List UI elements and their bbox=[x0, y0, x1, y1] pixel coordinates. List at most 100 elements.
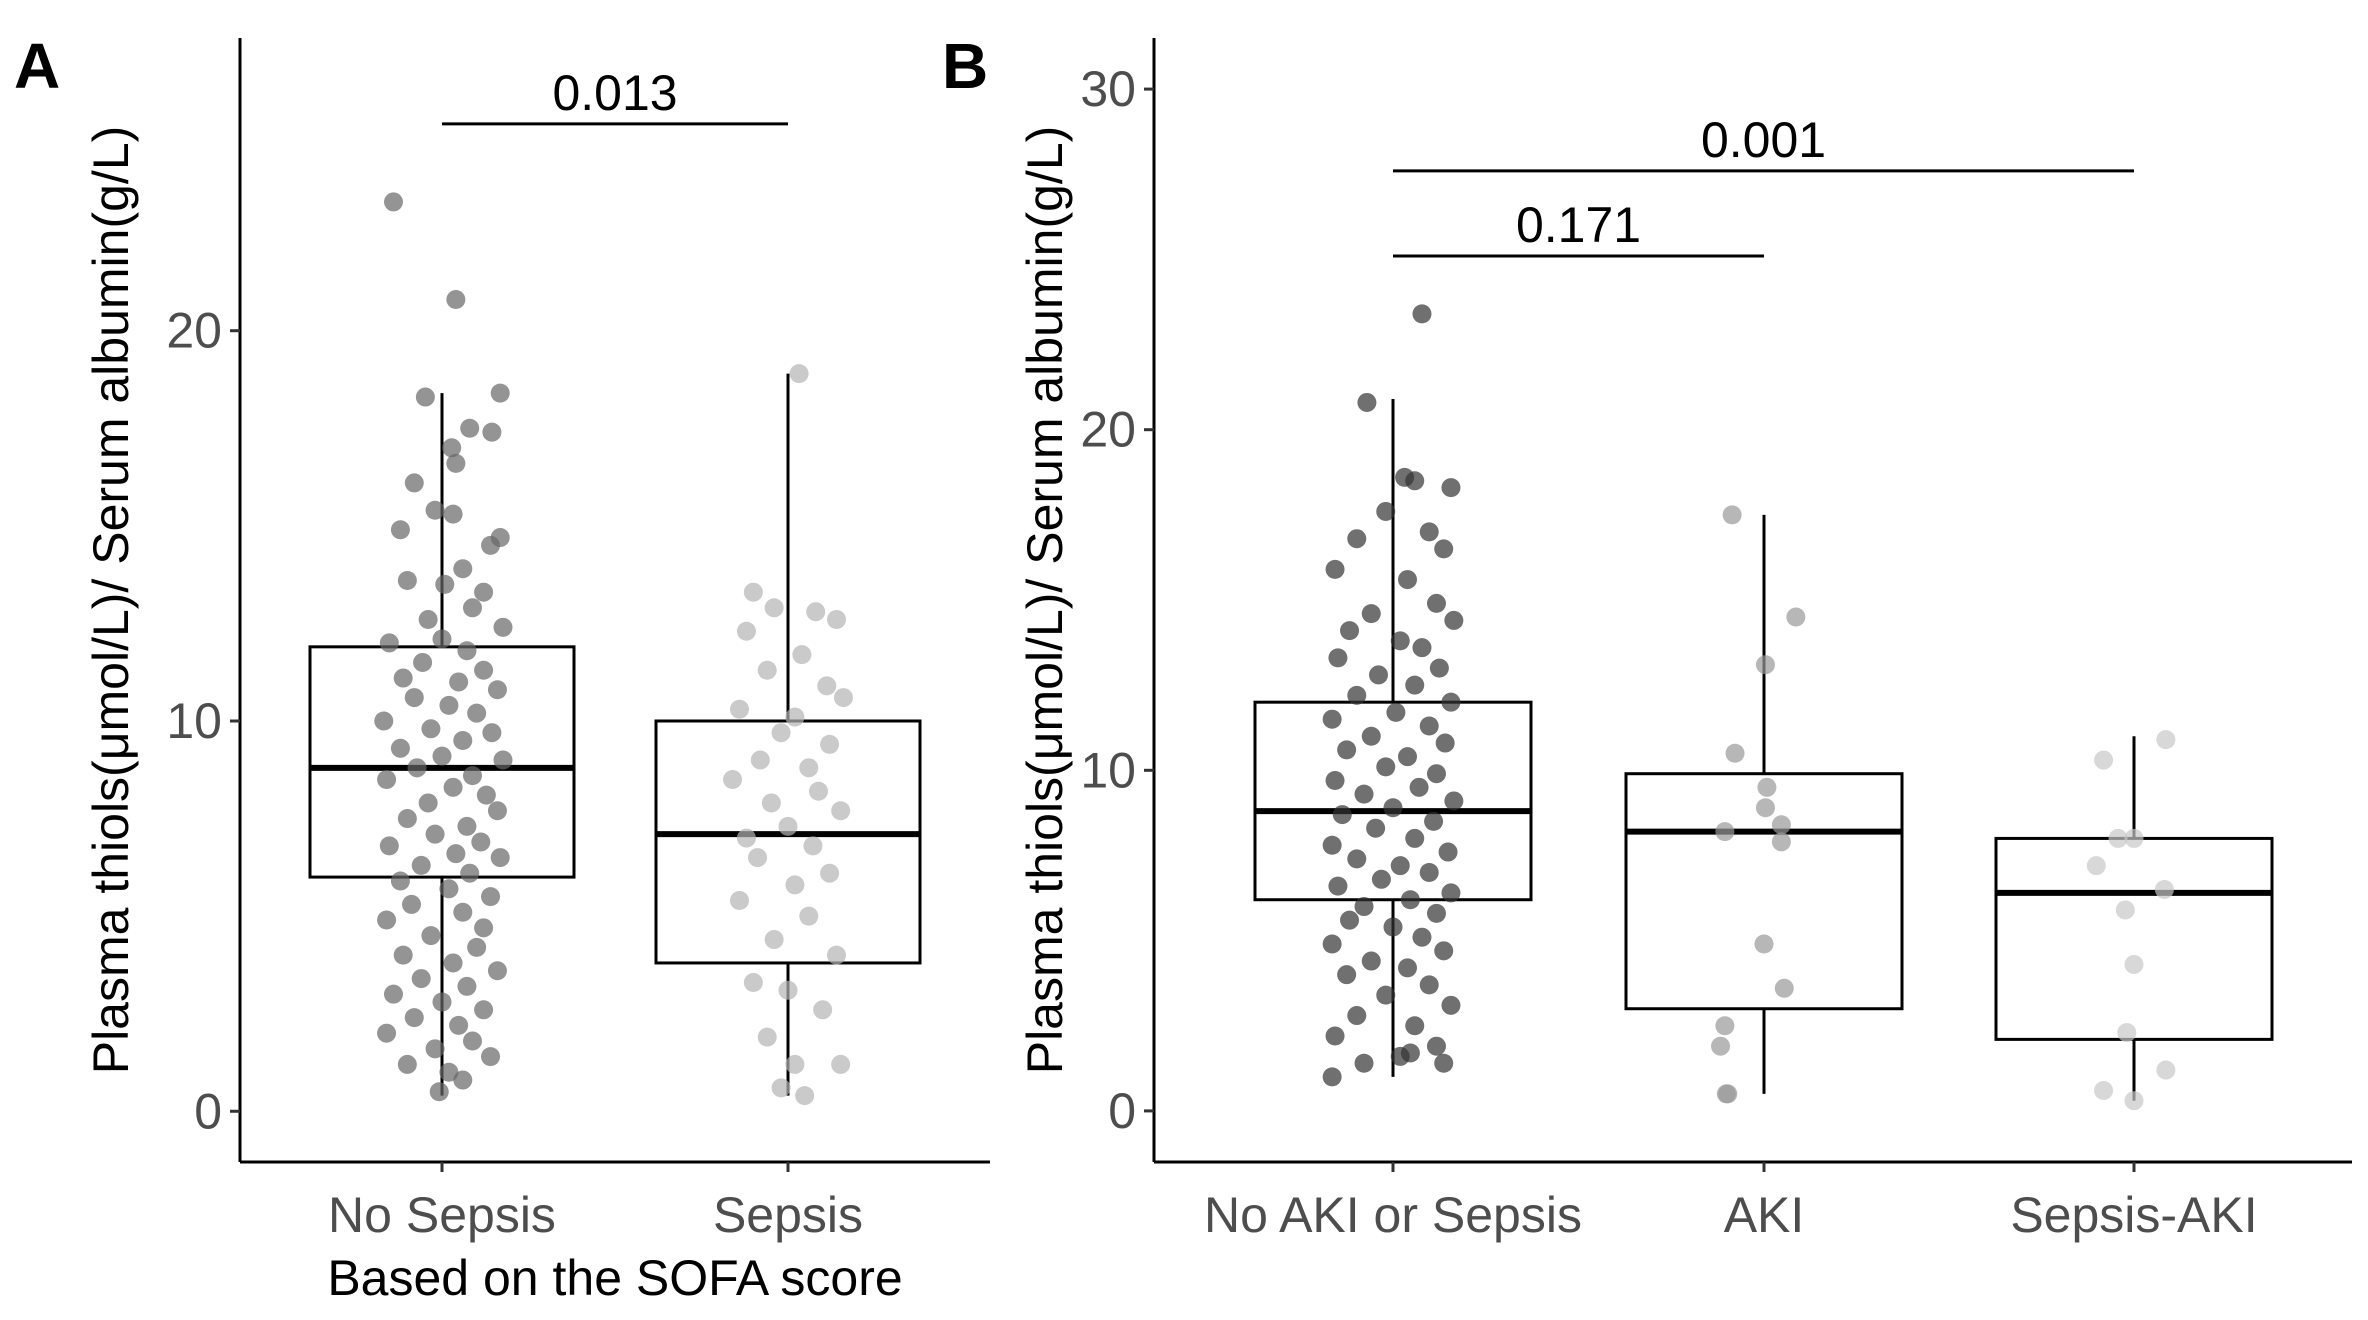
panel-a-data-point bbox=[377, 770, 397, 790]
panel-b-box-group bbox=[1253, 304, 1533, 1087]
panel-b-data-point bbox=[1441, 478, 1461, 498]
panel-b-data-point bbox=[1366, 818, 1386, 838]
panel-b-data-point bbox=[2108, 828, 2128, 848]
panel-a-data-point bbox=[476, 785, 496, 805]
panel-b-data-point bbox=[1412, 638, 1432, 658]
panel-b-data-point bbox=[2124, 828, 2144, 848]
panel-a-x-tick-label: Sepsis bbox=[713, 1187, 863, 1243]
panel-a-data-point bbox=[778, 816, 798, 836]
panel-a-data-point bbox=[795, 1086, 815, 1106]
panel-a-data-point bbox=[377, 910, 397, 930]
panel-a-data-point bbox=[453, 1070, 473, 1090]
panel-a-data-point bbox=[785, 707, 805, 727]
panel-a-y-tick-label: 10 bbox=[166, 693, 222, 749]
panel-a-data-point bbox=[379, 633, 399, 653]
panel-b-data-point bbox=[2156, 1060, 2176, 1080]
panel-a-data-point bbox=[429, 1082, 449, 1102]
panel-b-data-point bbox=[1369, 665, 1389, 685]
panel-a-data-point bbox=[792, 645, 812, 665]
panel-b-data-point bbox=[1774, 978, 1794, 998]
panel-b-box bbox=[1624, 772, 1904, 1011]
panel-b-data-point bbox=[1347, 849, 1367, 869]
panel-b-y-tick-label: 0 bbox=[1108, 1083, 1136, 1139]
panel-a-data-point bbox=[425, 1039, 445, 1059]
panel-b-p-value-label: 0.171 bbox=[1516, 197, 1641, 253]
panel-b-data-point bbox=[1361, 951, 1381, 971]
panel-a-data-point bbox=[831, 1054, 851, 1074]
panel-b-data-point bbox=[1434, 941, 1454, 961]
panel-b-data-point bbox=[1400, 890, 1420, 910]
panel-a-data-point bbox=[833, 688, 853, 708]
panel-b-data-point bbox=[1376, 985, 1396, 1005]
panel-b-data-point bbox=[2115, 900, 2135, 920]
panel-a-data-point bbox=[457, 976, 477, 996]
panel-b-data-point bbox=[1434, 539, 1454, 559]
panel-b-data-point bbox=[1322, 1067, 1342, 1087]
panel-a-data-point bbox=[457, 816, 477, 836]
panel-b-data-point bbox=[1715, 822, 1735, 842]
panel-a-data-point bbox=[404, 688, 424, 708]
panel-a-data-point bbox=[462, 598, 482, 618]
panel-a-data-point bbox=[425, 500, 445, 520]
panel-b-data-point bbox=[1405, 1016, 1425, 1036]
panel-b-data-point bbox=[1405, 675, 1425, 695]
panel-a-data-point bbox=[462, 1031, 482, 1051]
panel-b-data-point bbox=[2124, 954, 2144, 974]
panel-b-data-point bbox=[1426, 593, 1446, 613]
panel-a-data-point bbox=[831, 801, 851, 821]
panel-b-data-point bbox=[1771, 832, 1791, 852]
panel-a-data-point bbox=[474, 918, 494, 938]
panel-b-data-point bbox=[1322, 934, 1342, 954]
panel-a-x-tick-label: No Sepsis bbox=[328, 1187, 556, 1243]
panel-a-data-point bbox=[446, 289, 466, 309]
panel-a-data-point bbox=[820, 734, 840, 754]
panel-a-data-point bbox=[421, 926, 441, 946]
panel-a-box-group bbox=[308, 192, 576, 1102]
panel-b: B 0 10 20 30 No AKI or Sepsis AKI Sepsis-AKI Pl… bbox=[942, 30, 2352, 1243]
panel-a-data-point bbox=[471, 832, 491, 852]
panel-b-x-tick-label: Sepsis-AKI bbox=[2010, 1187, 2257, 1243]
panel-b-y-tick-label: 10 bbox=[1080, 742, 1136, 798]
panel-b-data-point bbox=[1419, 862, 1439, 882]
panel-a-data-point bbox=[743, 582, 763, 602]
panel-b-data-point bbox=[1409, 777, 1429, 797]
panel-a-data-point bbox=[453, 902, 473, 922]
panel-a-data-point bbox=[402, 894, 422, 914]
panel-b-data-point bbox=[1337, 965, 1357, 985]
panel-a-data-point bbox=[442, 438, 462, 458]
panel-b-y-tick-label: 20 bbox=[1080, 402, 1136, 458]
panel-a-data-point bbox=[487, 680, 507, 700]
panel-b-data-point bbox=[2117, 1023, 2137, 1043]
panel-a-data-point bbox=[743, 972, 763, 992]
panel-b-data-point bbox=[1405, 828, 1425, 848]
panel-a-data-point bbox=[446, 844, 466, 864]
panel-b-data-point bbox=[1725, 743, 1745, 763]
panel-a-data-point bbox=[481, 535, 501, 555]
panel-a-data-point bbox=[439, 1062, 459, 1082]
panel-a-data-point bbox=[446, 453, 466, 473]
panel-a-data-point bbox=[413, 652, 433, 672]
panel-a-data-point bbox=[778, 980, 798, 1000]
panel-a-data-point bbox=[750, 750, 770, 770]
panel-b-data-point bbox=[1325, 771, 1345, 791]
panel-a-data-point bbox=[443, 953, 463, 973]
panel-a-data-point bbox=[390, 520, 410, 540]
panel-a-box-group bbox=[654, 364, 922, 1106]
panel-a-data-point bbox=[827, 945, 847, 965]
panel-a-data-point bbox=[490, 848, 510, 868]
panel-a-data-point bbox=[425, 824, 445, 844]
panel-a-data-point bbox=[435, 574, 455, 594]
panel-a-data-point bbox=[761, 793, 781, 813]
panel-b-data-point bbox=[2094, 750, 2114, 770]
panel-a-data-point bbox=[820, 863, 840, 883]
panel-a-data-point bbox=[757, 1027, 777, 1047]
panel-a-data-point bbox=[493, 617, 513, 637]
panel-b-data-point bbox=[1444, 791, 1464, 811]
panel-b-data-point bbox=[1325, 559, 1345, 579]
panel-b-data-point bbox=[1412, 927, 1432, 947]
panel-b-data-point bbox=[1757, 777, 1777, 797]
panel-a-data-point bbox=[411, 855, 431, 875]
panel-a-data-point bbox=[813, 1000, 833, 1020]
panel-a-data-point bbox=[474, 1000, 494, 1020]
panel-a-data-point bbox=[487, 961, 507, 981]
